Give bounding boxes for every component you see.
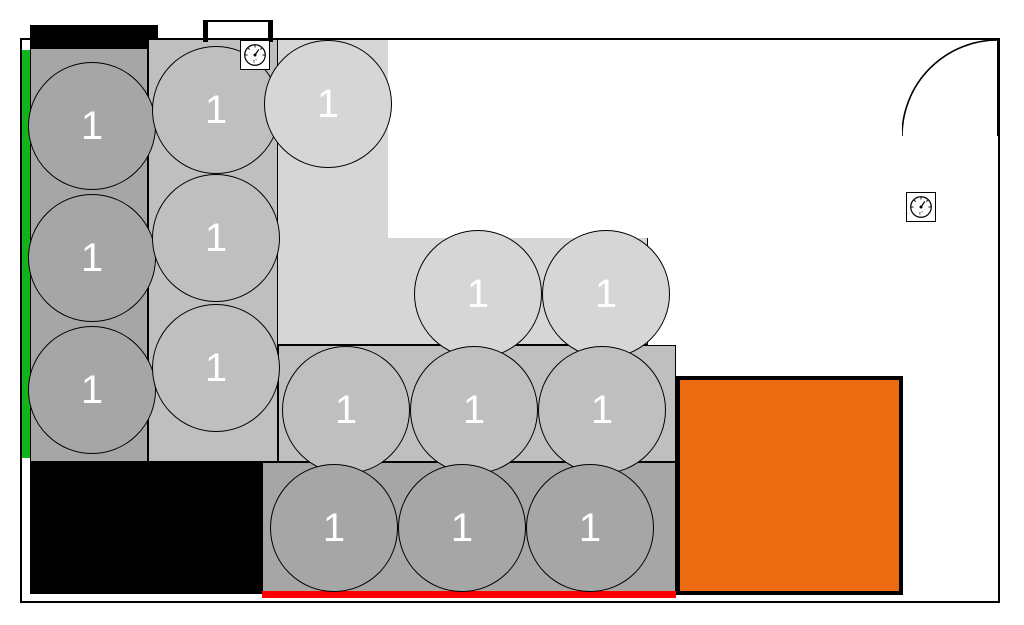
door-icon (902, 40, 998, 136)
top-niche-line2 (203, 20, 273, 22)
svg-text:c°: c° (253, 58, 257, 63)
thermostat-icon-1: c° (240, 40, 270, 70)
svg-text:c°: c° (919, 210, 923, 215)
thermostat-icon-2: c° (906, 192, 936, 222)
floor-plan-stage: 111111111111111c°c° (0, 0, 1024, 625)
outer-border (20, 38, 1000, 603)
